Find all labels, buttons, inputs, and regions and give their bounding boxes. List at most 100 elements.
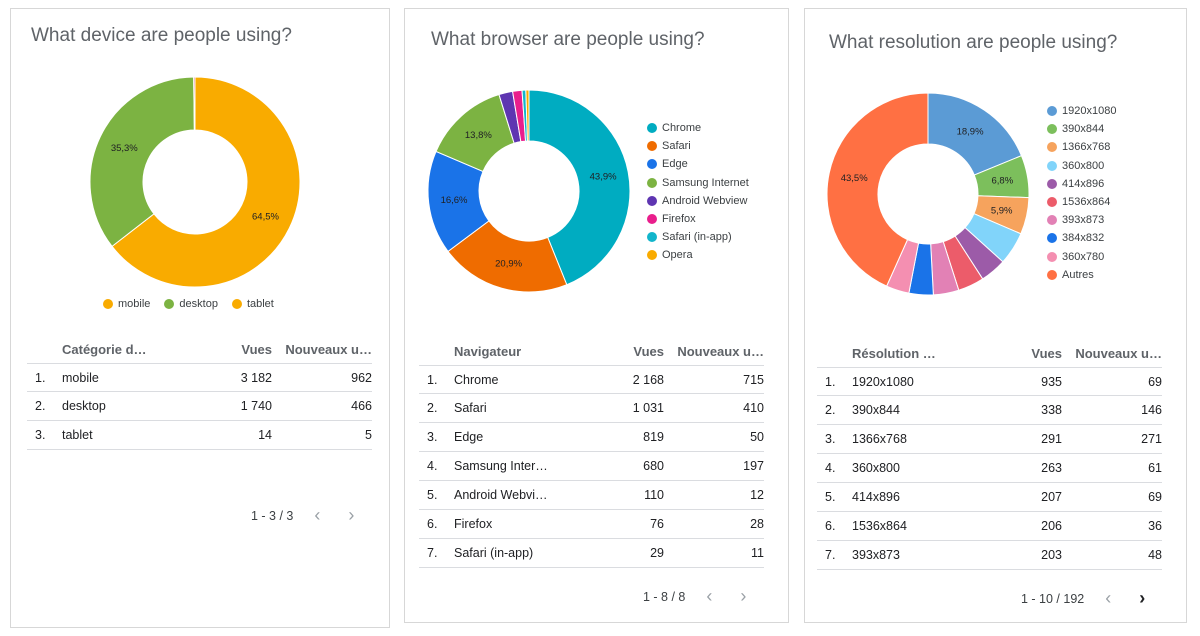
legend-item-384x832[interactable]: 384x832 bbox=[1047, 229, 1116, 247]
column-header-vues[interactable]: Vues bbox=[1031, 345, 1062, 361]
legend-item-360x780[interactable]: 360x780 bbox=[1047, 248, 1116, 266]
table-row[interactable]: 7. Safari (in-app) 29 11 bbox=[419, 539, 764, 568]
column-header-navigateur[interactable]: Navigateur bbox=[454, 343, 522, 359]
legend-swatch bbox=[1047, 251, 1057, 262]
legend-swatch bbox=[647, 159, 657, 170]
table-row[interactable]: 1. Chrome 2 168 715 bbox=[419, 365, 764, 394]
pagination-text: 1 - 3 / 3 bbox=[251, 508, 294, 523]
slice-mobile[interactable] bbox=[111, 76, 301, 288]
table-row[interactable]: 2. 390x844 338 146 bbox=[817, 396, 1162, 425]
legend-swatch bbox=[1047, 142, 1057, 153]
legend-swatch bbox=[1047, 215, 1057, 226]
table-row[interactable]: 3. Edge 819 50 bbox=[419, 423, 764, 452]
slice-label: 18,9% bbox=[957, 126, 984, 137]
next-page-icon[interactable]: › bbox=[1139, 588, 1146, 608]
legend-item-1536x864[interactable]: 1536x864 bbox=[1047, 193, 1116, 211]
legend-item-safari[interactable]: Safari bbox=[647, 137, 749, 155]
column-header-vues[interactable]: Vues bbox=[633, 343, 664, 359]
slice-opera[interactable] bbox=[525, 89, 530, 142]
slice-chrome[interactable] bbox=[528, 89, 631, 286]
browser-table-viewport[interactable]: Navigateur Vues Nouveaux u… 1. Chrome 2 … bbox=[419, 337, 769, 581]
column-header-nouveaux[interactable]: Nouveaux u… bbox=[1075, 345, 1162, 361]
legend-item-1920x1080[interactable]: 1920x1080 bbox=[1047, 102, 1116, 120]
legend-item-chrome[interactable]: Chrome bbox=[647, 119, 749, 137]
slice-desktop[interactable] bbox=[89, 76, 195, 248]
legend-swatch bbox=[1047, 124, 1057, 135]
legend-swatch bbox=[1047, 269, 1057, 280]
table-row[interactable]: 1. 1920x1080 935 69 bbox=[817, 367, 1162, 396]
slice-autres[interactable] bbox=[826, 92, 929, 287]
column-header-vues[interactable]: Vues bbox=[241, 341, 272, 357]
resolution-table: Résolution … Vues Nouveaux u… 1. 1920x10… bbox=[817, 339, 1162, 570]
slice-label: 43,9% bbox=[590, 172, 617, 183]
legend-swatch bbox=[231, 299, 242, 309]
table-header: Résolution … Vues Nouveaux u… bbox=[817, 339, 1162, 367]
table-row[interactable]: 1. mobile 3 182 962 bbox=[27, 363, 372, 392]
resolution-table-viewport[interactable]: Résolution … Vues Nouveaux u… 1. 1920x10… bbox=[817, 339, 1167, 585]
legend-swatch bbox=[647, 123, 657, 134]
browser-card: What browser are people using? 43,9% 20,9… bbox=[404, 8, 789, 623]
device-pagination: 1 - 3 / 3 ‹ › bbox=[251, 505, 361, 526]
next-page-icon[interactable]: › bbox=[740, 586, 747, 606]
legend-item-android-webview[interactable]: Android Webview bbox=[647, 192, 749, 210]
legend-item-tablet[interactable]: tablet bbox=[231, 298, 274, 310]
table-row[interactable]: 2. Safari 1 031 410 bbox=[419, 394, 764, 423]
legend-item-414x896[interactable]: 414x896 bbox=[1047, 175, 1116, 193]
legend-swatch bbox=[647, 195, 657, 206]
device-table: Catégorie d… Vues Nouveaux u… 1. mobile … bbox=[27, 335, 372, 450]
slice-label: 20,9% bbox=[495, 259, 522, 270]
legend-swatch bbox=[647, 141, 657, 152]
pagination-text: 1 - 10 / 192 bbox=[1021, 591, 1085, 606]
legend-swatch bbox=[1047, 178, 1057, 189]
next-page-icon[interactable]: › bbox=[348, 505, 355, 525]
prev-page-icon[interactable]: ‹ bbox=[314, 505, 321, 525]
table-row[interactable]: 2. desktop 1 740 466 bbox=[27, 392, 372, 421]
legend-item-safari-in-app[interactable]: Safari (in-app) bbox=[647, 228, 749, 246]
resolution-pagination: 1 - 10 / 192 ‹ › bbox=[1021, 588, 1152, 609]
column-header-resolution[interactable]: Résolution … bbox=[852, 345, 936, 361]
legend-item-opera[interactable]: Opera bbox=[647, 246, 749, 264]
prev-page-icon[interactable]: ‹ bbox=[706, 586, 713, 606]
legend-item-390x844[interactable]: 390x844 bbox=[1047, 120, 1116, 138]
legend-item-desktop[interactable]: desktop bbox=[164, 298, 218, 310]
legend-swatch bbox=[164, 299, 175, 309]
device-card: What device are people using? 64,5% 35,3%… bbox=[10, 8, 390, 628]
legend-swatch bbox=[1047, 233, 1057, 244]
legend-item-mobile[interactable]: mobile bbox=[103, 298, 150, 310]
legend-swatch bbox=[1047, 197, 1057, 208]
legend-item-1366x768[interactable]: 1366x768 bbox=[1047, 138, 1116, 156]
column-header-nouveaux[interactable]: Nouveaux u… bbox=[677, 343, 764, 359]
table-row[interactable]: 5. Android Webvi… 110 12 bbox=[419, 481, 764, 510]
resolution-card: What resolution are people using? 18,9% 6… bbox=[804, 8, 1187, 623]
resolution-legend: 1920x1080 390x844 1366x768 360x800 414x8… bbox=[1047, 102, 1116, 284]
legend-item-autres[interactable]: Autres bbox=[1047, 266, 1116, 284]
slice-label: 6,8% bbox=[991, 176, 1013, 187]
slice-tablet[interactable] bbox=[193, 76, 196, 131]
table-row[interactable]: 5. 414x896 207 69 bbox=[817, 483, 1162, 512]
resolution-chart-title: What resolution are people using? bbox=[829, 32, 1118, 53]
prev-page-icon[interactable]: ‹ bbox=[1105, 588, 1112, 608]
column-header-category[interactable]: Catégorie d… bbox=[62, 341, 147, 357]
column-header-nouveaux[interactable]: Nouveaux u… bbox=[285, 341, 372, 357]
device-donut-chart: 64,5% 35,3% bbox=[89, 76, 301, 288]
slice-label: 5,9% bbox=[991, 206, 1013, 217]
legend-item-393x873[interactable]: 393x873 bbox=[1047, 211, 1116, 229]
slice-label: 16,6% bbox=[441, 195, 468, 206]
table-row[interactable]: 4. Samsung Inter… 680 197 bbox=[419, 452, 764, 481]
table-row[interactable]: 3. 1366x768 291 271 bbox=[817, 425, 1162, 454]
resolution-donut-chart: 18,9% 6,8% 5,9% 43,5% bbox=[826, 92, 1030, 296]
legend-swatch bbox=[1047, 160, 1057, 171]
legend-item-edge[interactable]: Edge bbox=[647, 155, 749, 173]
table-row[interactable]: 6. 1536x864 206 36 bbox=[817, 512, 1162, 541]
legend-item-samsung-internet[interactable]: Samsung Internet bbox=[647, 174, 749, 192]
legend-swatch bbox=[647, 250, 657, 261]
legend-item-360x800[interactable]: 360x800 bbox=[1047, 157, 1116, 175]
slice-label: 13,8% bbox=[465, 130, 492, 141]
table-row[interactable]: 7. 393x873 203 48 bbox=[817, 541, 1162, 570]
table-row[interactable]: 6. Firefox 76 28 bbox=[419, 510, 764, 539]
browser-table: Navigateur Vues Nouveaux u… 1. Chrome 2 … bbox=[419, 337, 764, 568]
legend-item-firefox[interactable]: Firefox bbox=[647, 210, 749, 228]
table-row[interactable]: 3. tablet 14 5 bbox=[27, 421, 372, 450]
table-row[interactable]: 4. 360x800 263 61 bbox=[817, 454, 1162, 483]
slice-label: 64,5% bbox=[252, 212, 279, 223]
